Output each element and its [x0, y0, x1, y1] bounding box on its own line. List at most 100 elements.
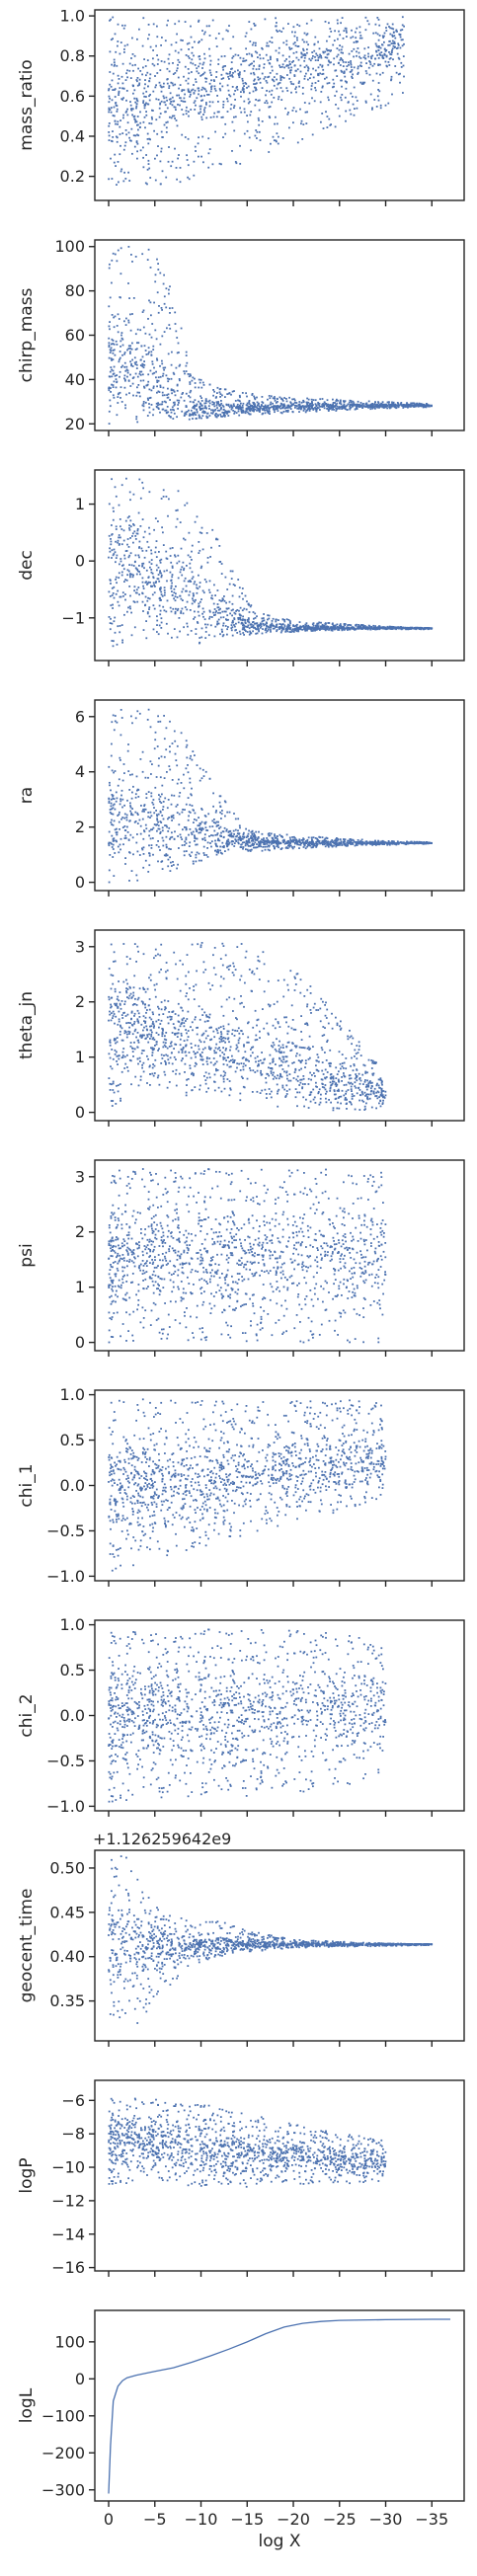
point	[316, 406, 319, 409]
point	[226, 100, 229, 103]
point	[338, 629, 341, 631]
point	[148, 526, 150, 529]
point	[161, 836, 164, 839]
point	[187, 176, 189, 179]
point	[314, 82, 317, 84]
point	[340, 626, 342, 628]
point	[291, 847, 294, 850]
point	[169, 116, 171, 118]
point	[136, 528, 139, 530]
point	[328, 60, 331, 63]
point	[170, 561, 173, 564]
point	[361, 81, 364, 84]
point	[167, 393, 170, 396]
point	[208, 47, 210, 50]
point	[153, 591, 156, 594]
point	[110, 350, 113, 352]
point	[402, 407, 405, 409]
point	[298, 80, 300, 83]
point	[238, 586, 241, 589]
point	[256, 628, 258, 631]
point	[211, 528, 214, 531]
point	[124, 404, 126, 407]
point	[195, 150, 197, 152]
point	[317, 401, 319, 404]
point	[217, 606, 220, 609]
point	[133, 54, 136, 57]
point	[220, 831, 222, 834]
point	[118, 572, 120, 575]
point	[341, 17, 344, 19]
point	[275, 49, 278, 52]
point	[236, 88, 239, 91]
point	[169, 571, 172, 574]
point	[358, 404, 361, 407]
point	[266, 410, 269, 413]
point	[146, 168, 149, 171]
point	[290, 405, 293, 407]
point	[208, 148, 211, 150]
point	[178, 617, 181, 619]
point	[248, 611, 251, 613]
point	[411, 842, 414, 844]
point	[152, 408, 155, 411]
point	[311, 626, 314, 629]
point	[392, 401, 395, 404]
point	[383, 48, 386, 50]
point	[337, 38, 339, 40]
point	[195, 81, 198, 83]
point	[176, 178, 178, 181]
point	[158, 798, 161, 801]
point	[116, 381, 118, 384]
point	[156, 615, 158, 618]
point	[196, 515, 199, 518]
point	[265, 53, 268, 56]
point	[183, 89, 186, 92]
point	[369, 61, 371, 63]
point	[367, 404, 370, 407]
point	[271, 41, 274, 43]
point	[267, 412, 270, 415]
point	[187, 764, 189, 766]
point	[142, 405, 145, 408]
point	[345, 110, 348, 113]
point	[298, 411, 300, 413]
point	[201, 407, 204, 410]
point	[202, 61, 205, 64]
point	[152, 604, 155, 607]
point	[413, 402, 416, 405]
point	[119, 837, 122, 840]
point	[264, 629, 267, 631]
point	[236, 632, 239, 634]
point	[214, 130, 216, 133]
point	[314, 59, 317, 61]
point	[347, 627, 350, 629]
point	[323, 628, 326, 631]
point	[117, 845, 119, 848]
point	[194, 382, 197, 384]
point	[131, 37, 133, 39]
point	[216, 402, 218, 405]
point	[284, 629, 287, 631]
point	[324, 77, 326, 80]
point	[112, 386, 115, 388]
point	[391, 47, 394, 50]
point	[387, 102, 390, 105]
point	[336, 75, 339, 77]
point	[227, 405, 230, 407]
point	[322, 127, 325, 129]
point	[254, 622, 256, 625]
point	[161, 359, 163, 362]
point	[286, 626, 288, 629]
point	[110, 604, 113, 607]
point	[293, 74, 296, 76]
point	[188, 178, 191, 181]
point	[133, 601, 136, 603]
point	[226, 411, 229, 414]
point	[396, 840, 399, 843]
point	[117, 123, 119, 125]
point	[146, 183, 148, 186]
point	[160, 130, 163, 133]
point	[109, 296, 112, 299]
point	[141, 355, 144, 358]
